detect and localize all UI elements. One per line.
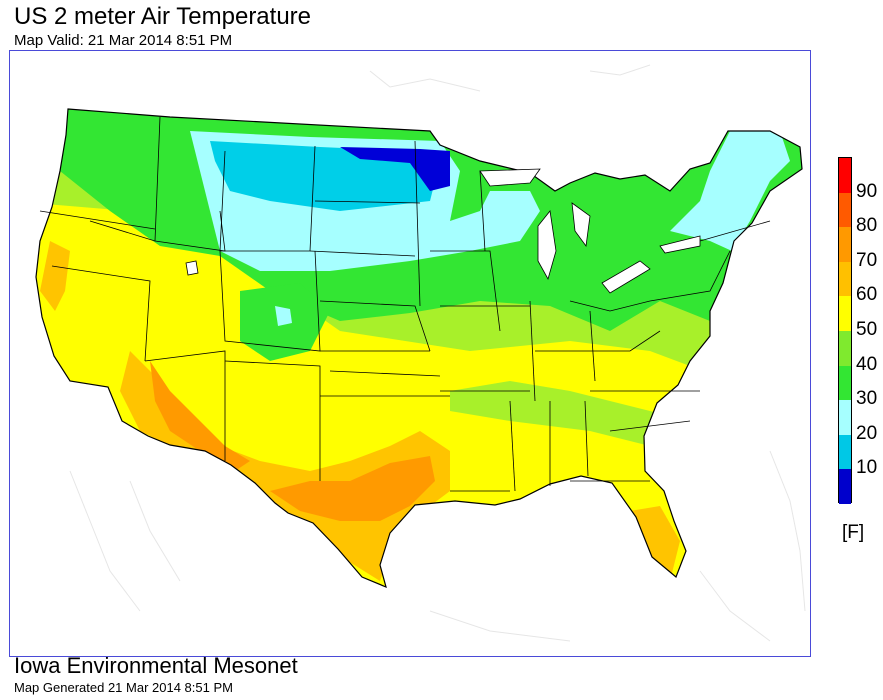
footer-title: Iowa Environmental Mesonet xyxy=(14,653,298,678)
legend-unit: [F] xyxy=(842,522,865,543)
map-valid-time: Map Valid: 21 Mar 2014 8:51 PM xyxy=(14,32,233,49)
legend-tick-label: 90 xyxy=(856,180,878,202)
legend-tick-label: 40 xyxy=(856,353,878,375)
legend-tick-label: 20 xyxy=(856,422,878,444)
legend-tick-label: 10 xyxy=(856,457,878,479)
great-salt-lake xyxy=(185,260,199,276)
legend-tick-label: 60 xyxy=(856,284,878,306)
legend-tick-label: 50 xyxy=(856,319,878,340)
legend-swatch xyxy=(839,365,851,401)
great-lakes xyxy=(479,168,701,294)
color-scale-bar xyxy=(838,157,852,504)
map-title: US 2 meter Air Temperature xyxy=(14,3,312,30)
state-borders xyxy=(39,116,771,492)
legend-swatch xyxy=(839,400,851,435)
legend-swatch xyxy=(839,434,851,470)
legend-tick-label: 70 xyxy=(856,249,878,271)
us-outline xyxy=(35,108,803,589)
legend-swatch xyxy=(839,158,851,193)
legend-tick-label: 80 xyxy=(856,215,878,237)
legend-swatch xyxy=(839,330,851,366)
legend-swatch xyxy=(839,261,851,297)
legend-tick-label: 30 xyxy=(856,388,878,410)
footer-generated-time: Map Generated 21 Mar 2014 8:51 PM xyxy=(14,680,233,695)
background-contours xyxy=(69,64,806,642)
temperature-map xyxy=(35,64,806,642)
legend-swatch xyxy=(839,192,851,228)
map-frame[interactable] xyxy=(9,50,811,657)
legend-swatch xyxy=(839,296,851,331)
temperature-fill xyxy=(36,109,802,587)
legend-swatch xyxy=(839,469,851,504)
legend-swatch xyxy=(839,227,851,262)
